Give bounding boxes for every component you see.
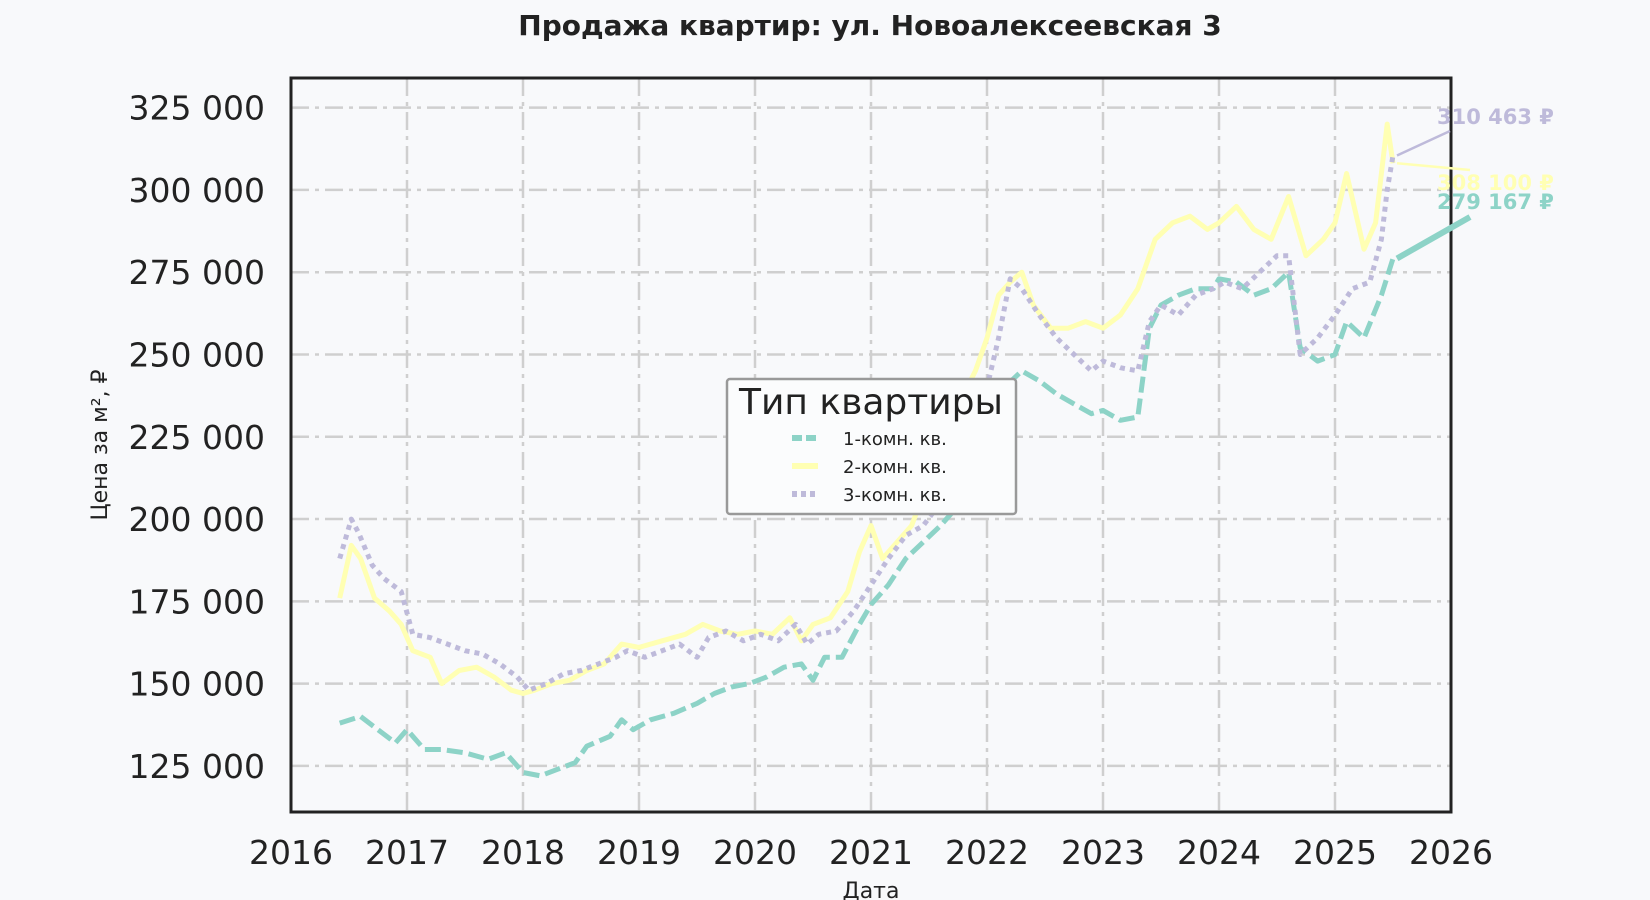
y-tick-label: 300 000 <box>129 171 265 210</box>
x-tick-labels: 2016 2017 2018 2019 2020 2021 2022 2023 2024 2025… <box>249 833 1493 872</box>
y-tick-label: 225 000 <box>129 418 265 457</box>
plot-frame <box>289 76 1453 814</box>
end-label-1: 279 167 ₽ <box>1437 190 1554 214</box>
y-axis-label: Цена за м², ₽ <box>88 369 113 520</box>
legend-label-2-room: 2-комн. кв. <box>843 457 947 478</box>
x-axis-label: Дата <box>843 879 900 900</box>
series-line-2 <box>337 121 1396 696</box>
series-layer <box>337 121 1396 779</box>
y-tick-label: 250 000 <box>129 335 265 374</box>
x-tick-label: 2025 <box>1293 833 1377 872</box>
series-line-1 <box>338 257 1396 779</box>
end-label-arrow-3 <box>1396 129 1451 157</box>
x-tick-label: 2018 <box>481 833 565 872</box>
x-tick-label: 2020 <box>713 833 797 872</box>
legend-label-3-room: 3-комн. кв. <box>843 485 947 506</box>
y-tick-label: 325 000 <box>129 89 265 128</box>
x-tick-label: 2022 <box>945 833 1029 872</box>
end-label-arrow-2 <box>1396 162 1471 172</box>
legend-title: Тип квартиры <box>738 382 1003 423</box>
y-tick-label: 125 000 <box>129 747 265 786</box>
y-tick-label: 150 000 <box>129 665 265 704</box>
end-labels: 279 167 ₽308 100 ₽ 310 463 ₽ <box>1395 105 1554 262</box>
x-tick-label: 2023 <box>1061 833 1145 872</box>
legend-label-1-room: 1-комн. кв. <box>843 429 947 450</box>
end-label-arrow-1 <box>1395 214 1472 262</box>
x-tick-label: 2016 <box>249 833 333 872</box>
legend: Тип квартиры 1-комн. кв. 2-комн. кв. 3-к… <box>725 377 1018 516</box>
y-tick-label: 200 000 <box>129 500 265 539</box>
x-tick-label: 2017 <box>365 833 449 872</box>
y-tick-labels: 125 000 150 000 175 000 200 000 225 000 250 0… <box>129 89 265 786</box>
x-tick-label: 2021 <box>829 833 913 872</box>
x-tick-label: 2024 <box>1177 833 1261 872</box>
x-tick-label: 2019 <box>597 833 681 872</box>
chart-title: Продажа квартир: ул. Новоалексеевская 3 <box>518 9 1221 42</box>
y-tick-label: 275 000 <box>129 253 265 292</box>
y-tick-label: 175 000 <box>129 582 265 621</box>
legend-box <box>725 377 1018 516</box>
x-tick-label: 2026 <box>1409 833 1493 872</box>
end-label-3: 310 463 ₽ <box>1437 105 1554 129</box>
series-line-3 <box>337 155 1396 693</box>
end-label-2: 308 100 ₽ <box>1437 171 1554 195</box>
